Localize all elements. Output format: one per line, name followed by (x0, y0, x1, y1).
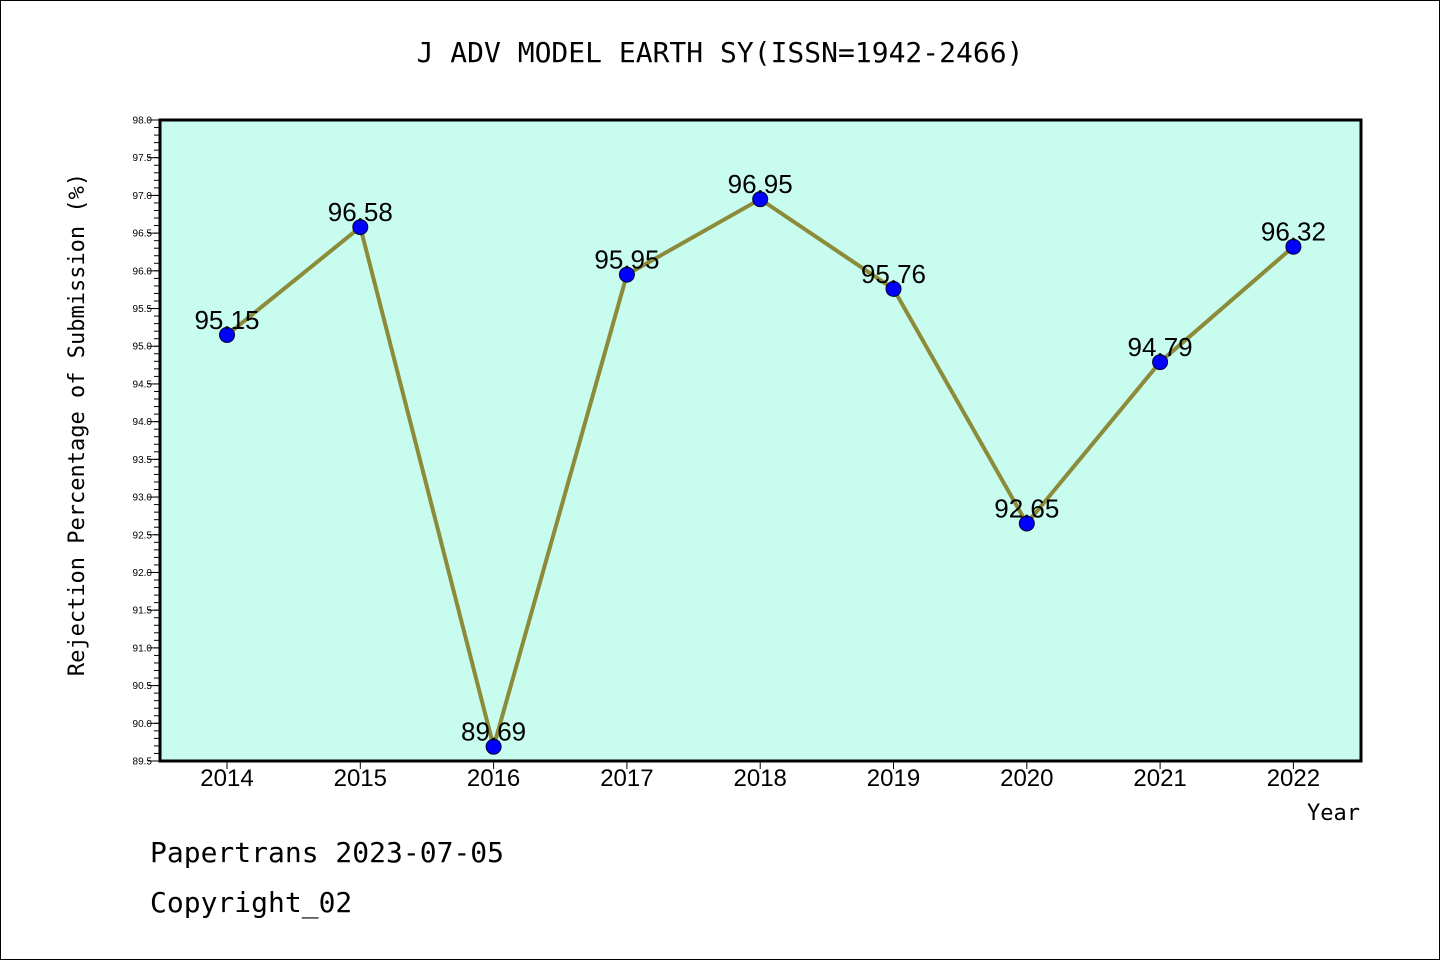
data-label: 95.76 (861, 259, 926, 289)
y-tick-label: 90.5 (133, 681, 153, 692)
y-tick-label: 93.5 (133, 455, 153, 466)
data-label: 92.65 (994, 493, 1059, 523)
y-tick-label: 98.0 (133, 116, 153, 127)
y-tick-label: 97.0 (133, 191, 153, 202)
y-tick-label: 96.0 (133, 266, 153, 277)
y-tick-label: 89.5 (133, 757, 153, 768)
y-tick-label: 92.5 (133, 530, 153, 541)
data-label: 96.58 (328, 197, 393, 227)
x-tick-label: 2020 (1000, 765, 1053, 792)
y-tick-label: 92.0 (133, 568, 153, 579)
data-label: 89.69 (461, 717, 526, 747)
x-tick-label: 2019 (867, 765, 920, 792)
data-point (1018, 515, 1035, 532)
data-label: 94.79 (1128, 332, 1193, 362)
data-point (485, 738, 502, 755)
y-tick-label: 94.0 (133, 417, 153, 428)
data-label: 96.32 (1261, 217, 1326, 247)
x-tick-label: 2022 (1267, 765, 1320, 792)
y-tick-label: 94.5 (133, 379, 153, 390)
x-tick-label: 2014 (200, 765, 253, 792)
footer-date: Papertrans 2023-07-05 (150, 836, 505, 869)
y-tick-label: 91.0 (133, 643, 153, 654)
y-axis-label: Rejection Percentage of Submission (%) (65, 173, 90, 676)
y-tick-label: 91.5 (133, 606, 153, 617)
data-point (885, 280, 902, 297)
data-point (618, 266, 635, 283)
data-label: 96.95 (728, 169, 793, 199)
y-tick-label: 90.0 (133, 719, 153, 730)
y-tick-label: 93.0 (133, 493, 153, 504)
y-tick-label: 97.5 (133, 153, 153, 164)
data-point (752, 191, 769, 208)
data-point (219, 326, 235, 343)
data-point (1152, 354, 1169, 371)
x-tick-label: 2021 (1133, 765, 1186, 792)
data-label: 95.15 (194, 305, 259, 335)
x-tick-label: 2016 (467, 765, 520, 792)
y-tick-label: 95.5 (133, 304, 153, 315)
x-tick-label: 2018 (734, 765, 787, 792)
x-axis-label: Year (1307, 801, 1360, 826)
data-point (352, 219, 369, 236)
data-label: 95.95 (594, 245, 659, 275)
chart-title: J ADV MODEL EARTH SY(ISSN=1942-2466) (416, 36, 1024, 69)
x-tick-label: 2015 (334, 765, 387, 792)
y-tick-label: 96.5 (133, 229, 153, 240)
plot-border (158, 118, 1363, 763)
x-tick-label: 2017 (600, 765, 653, 792)
y-tick-label: 95.0 (133, 342, 153, 353)
footer-copyright: Copyright_02 (150, 886, 353, 919)
data-point (1285, 238, 1302, 255)
